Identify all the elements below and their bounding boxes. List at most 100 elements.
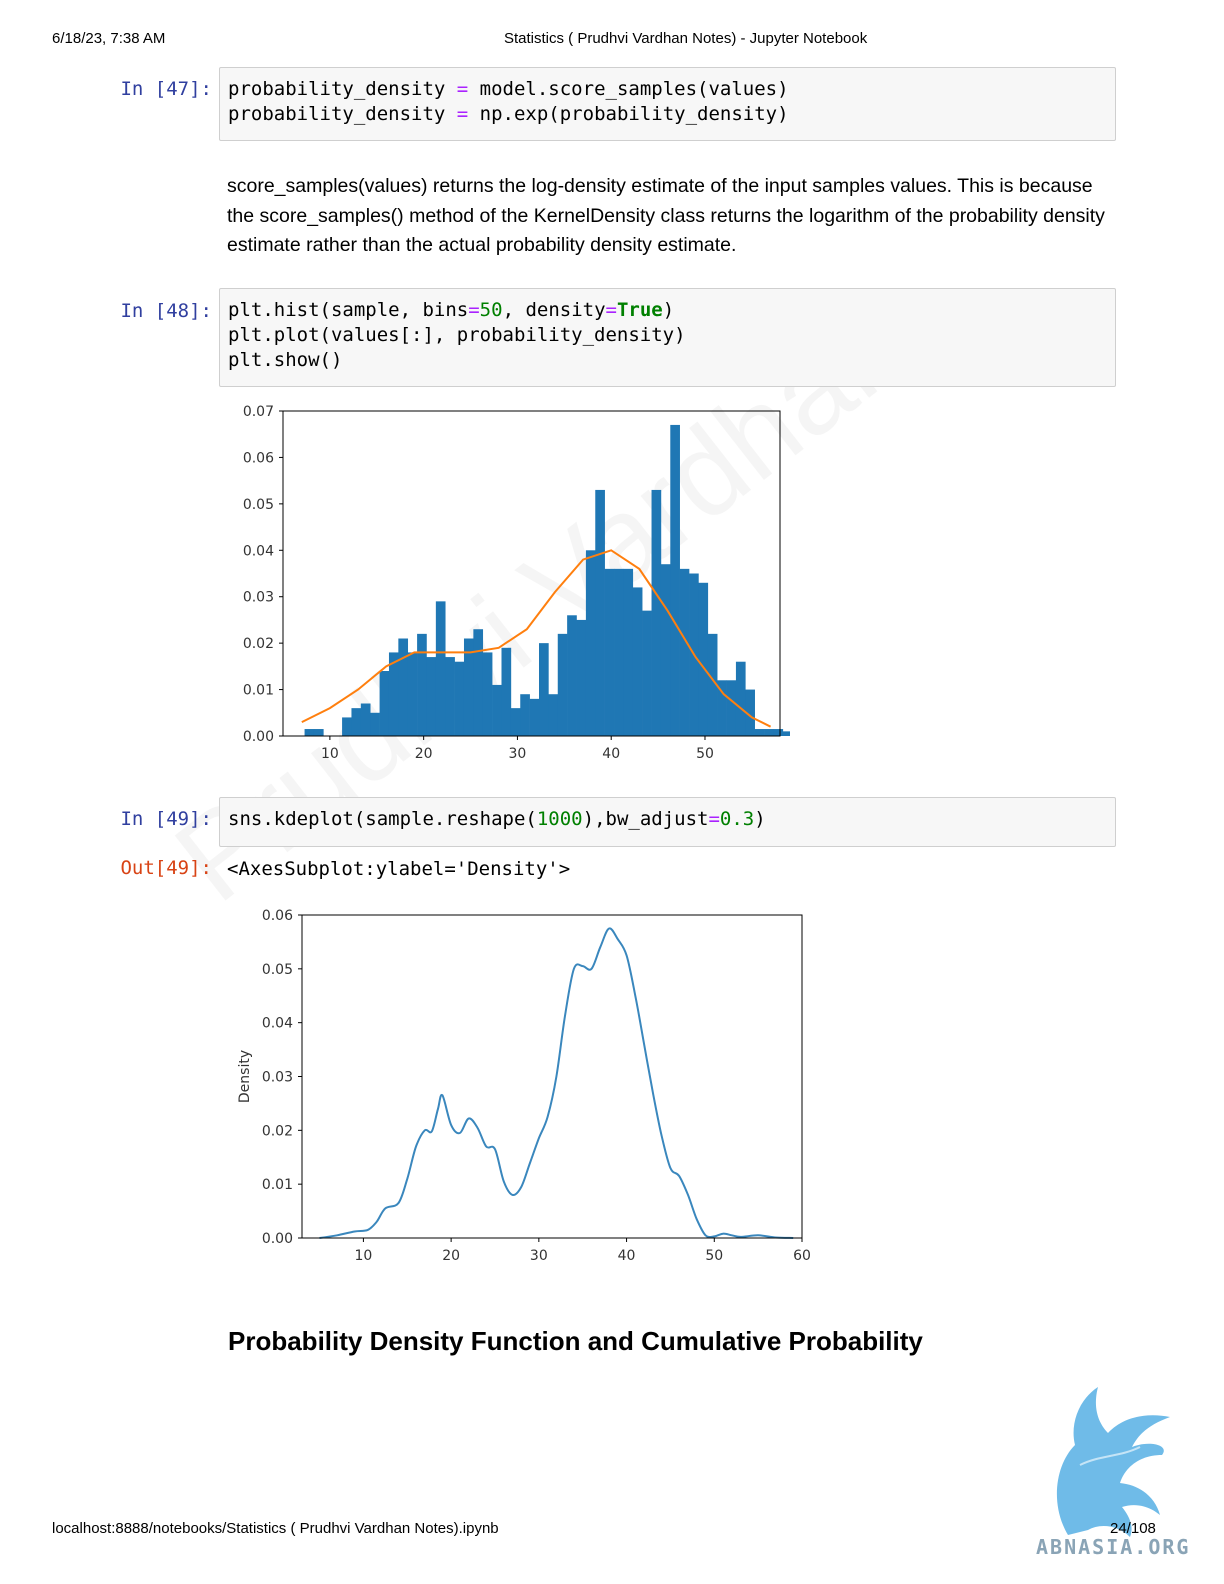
hist-bar bbox=[782, 731, 790, 736]
hist-bar bbox=[679, 568, 690, 736]
y-tick-label: 0.04 bbox=[243, 543, 274, 559]
cell-48-code[interactable]: plt.hist(sample, bins=50, density=True) p… bbox=[219, 288, 1116, 387]
code-line: plt.hist(sample, bins=50, density=True) bbox=[228, 299, 675, 321]
hist-bar bbox=[632, 587, 643, 736]
hist-bar bbox=[576, 619, 587, 736]
hist-bar bbox=[529, 698, 540, 736]
y-tick-label: 0.05 bbox=[262, 962, 293, 978]
code-line: probability_density = model.score_sample… bbox=[228, 78, 789, 100]
print-datetime: 6/18/23, 7:38 AM bbox=[52, 30, 166, 47]
y-tick-label: 0.02 bbox=[243, 636, 274, 652]
hist-bar bbox=[520, 694, 530, 736]
y-axis-label: Density bbox=[237, 1050, 253, 1103]
density-line bbox=[319, 927, 794, 1239]
cell-49-code[interactable]: sns.kdeplot(sample.reshape(1000),bw_adju… bbox=[219, 797, 1116, 847]
section-heading: Probability Density Function and Cumulat… bbox=[228, 1326, 923, 1356]
abnasia-logo: ABNASIA.ORG bbox=[1030, 1385, 1210, 1575]
hist-bar bbox=[501, 647, 512, 736]
y-tick-label: 0.03 bbox=[262, 1070, 293, 1086]
hist-bar bbox=[698, 582, 709, 736]
hist-bar bbox=[717, 680, 727, 736]
hist-bar bbox=[463, 638, 474, 736]
cell-47-prompt: In [47]: bbox=[120, 78, 212, 100]
hist-bar bbox=[614, 568, 624, 736]
hist-bar bbox=[726, 680, 737, 736]
hist-bar bbox=[642, 610, 652, 736]
griffin-logo-icon bbox=[1056, 1387, 1170, 1537]
cell-49-output-prompt: Out[49]: bbox=[120, 857, 212, 879]
hist-bar bbox=[557, 633, 568, 736]
x-tick-label: 50 bbox=[696, 746, 714, 762]
hist-bar bbox=[342, 717, 352, 736]
hist-bar bbox=[764, 729, 774, 736]
y-tick-label: 0.00 bbox=[243, 729, 274, 745]
code-line: plt.plot(values[:], probability_density) bbox=[228, 324, 686, 346]
x-tick-label: 20 bbox=[415, 746, 433, 762]
hist-bar bbox=[585, 550, 596, 736]
hist-bar bbox=[351, 708, 362, 736]
y-tick-label: 0.06 bbox=[243, 450, 274, 466]
markdown-explanation: score_samples(values) returns the log-de… bbox=[227, 175, 1105, 256]
hist-bar bbox=[454, 661, 465, 736]
code-line: probability_density = np.exp(probability… bbox=[228, 103, 789, 125]
x-tick-label: 10 bbox=[354, 1248, 372, 1264]
y-tick-label: 0.01 bbox=[243, 683, 274, 699]
x-tick-label: 50 bbox=[705, 1248, 723, 1264]
hist-bar bbox=[735, 661, 746, 736]
cell-48-prompt: In [48]: bbox=[120, 300, 212, 322]
hist-bar bbox=[388, 652, 399, 736]
y-tick-label: 0.06 bbox=[262, 908, 293, 924]
x-tick-label: 30 bbox=[509, 746, 527, 762]
hist-bar bbox=[445, 657, 455, 736]
hist-bar bbox=[510, 708, 521, 736]
hist-bar bbox=[773, 729, 784, 736]
hist-bar bbox=[417, 633, 427, 736]
y-tick-label: 0.05 bbox=[243, 497, 274, 513]
cell-47-code[interactable]: probability_density = model.score_sample… bbox=[219, 67, 1116, 141]
hist-bar bbox=[548, 694, 559, 736]
footer-url: localhost:8888/notebooks/Statistics ( Pr… bbox=[52, 1520, 499, 1537]
x-tick-label: 10 bbox=[321, 746, 339, 762]
hist-bar bbox=[398, 638, 409, 736]
hist-bar bbox=[623, 568, 634, 736]
hist-bar bbox=[492, 684, 502, 736]
hist-bar bbox=[407, 652, 418, 736]
hist-bar bbox=[313, 729, 324, 736]
y-tick-label: 0.00 bbox=[262, 1231, 293, 1247]
histogram-kde-chart: 0.00 0.01 0.02 0.03 0.04 0.05 0.06 0.07 10 20 30 40… bbox=[243, 404, 790, 762]
x-tick-label: 40 bbox=[602, 746, 620, 762]
y-tick-label: 0.07 bbox=[243, 404, 274, 420]
hist-bar bbox=[304, 729, 315, 736]
logo-text: ABNASIA.ORG bbox=[1036, 1535, 1191, 1559]
hist-bar bbox=[670, 424, 680, 736]
y-tick-label: 0.02 bbox=[262, 1123, 293, 1139]
code-line: sns.kdeplot(sample.reshape(1000),bw_adju… bbox=[228, 808, 766, 830]
hist-bar bbox=[370, 712, 380, 736]
x-tick-label: 30 bbox=[530, 1248, 548, 1264]
y-tick-label: 0.03 bbox=[243, 590, 274, 606]
hist-bar bbox=[567, 615, 577, 736]
y-tick-label: 0.04 bbox=[262, 1016, 293, 1032]
code-line: plt.show() bbox=[228, 349, 343, 371]
x-tick-label: 40 bbox=[618, 1248, 636, 1264]
x-tick-label: 20 bbox=[442, 1248, 460, 1264]
hist-bar bbox=[482, 652, 493, 736]
cell-49-prompt: In [49]: bbox=[120, 808, 212, 830]
hist-bar bbox=[426, 657, 437, 736]
hist-bar bbox=[651, 489, 662, 736]
hist-bar bbox=[754, 729, 765, 736]
hist-bar bbox=[360, 703, 371, 736]
hist-bar bbox=[539, 643, 549, 736]
hist-bar bbox=[707, 633, 718, 736]
hist-bar bbox=[473, 629, 484, 736]
hist-bar bbox=[595, 489, 605, 736]
kde-line bbox=[301, 549, 772, 728]
x-tick-label: 60 bbox=[793, 1248, 811, 1264]
hist-bar bbox=[379, 671, 390, 736]
hist-bar bbox=[604, 568, 615, 736]
hist-bar bbox=[745, 689, 755, 736]
hist-bar bbox=[660, 564, 671, 736]
hist-bar bbox=[435, 601, 446, 736]
seaborn-kde-chart: 0.00 0.01 0.02 0.03 0.04 0.05 0.06 10 20 30 40 50 60… bbox=[237, 908, 811, 1264]
print-page-title: Statistics ( Prudhvi Vardhan Notes) - Ju… bbox=[504, 30, 868, 47]
